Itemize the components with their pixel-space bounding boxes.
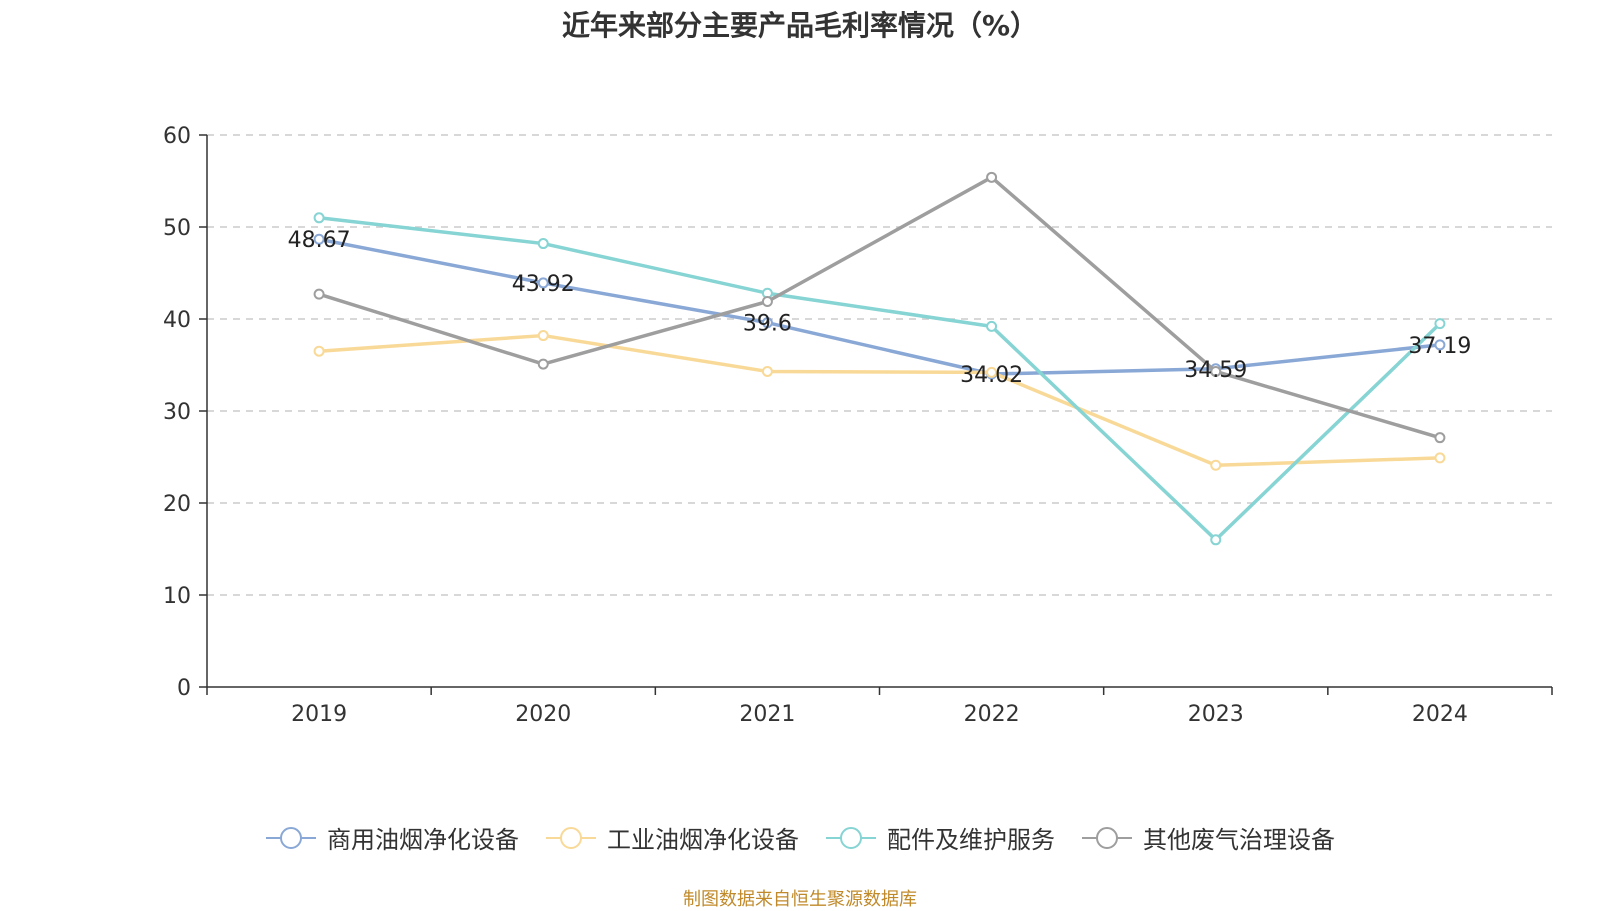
- data-point: [761, 365, 773, 377]
- data-point: [1210, 534, 1222, 546]
- data-point: [1210, 459, 1222, 471]
- chart-title: 近年来部分主要产品毛利率情况（%）: [561, 9, 1039, 42]
- data-point: [1434, 339, 1446, 351]
- y-tick-label: 10: [163, 584, 191, 609]
- x-tick-label: 2021: [739, 702, 795, 727]
- data-point: [761, 317, 773, 329]
- grid-lines: [207, 134, 1552, 596]
- series-line: [318, 216, 1442, 542]
- data-point: [986, 366, 998, 378]
- series-lines: [313, 171, 1446, 546]
- y-tick-label: 0: [177, 676, 191, 701]
- data-label: 37.19: [1408, 334, 1471, 359]
- data-point: [313, 212, 325, 224]
- legend-item[interactable]: 商用油烟净化设备: [265, 820, 519, 855]
- series-line: [318, 333, 1440, 468]
- legend-marker-icon: [1082, 826, 1132, 849]
- legend-marker-icon: [546, 826, 596, 849]
- data-label: 34.02: [960, 363, 1023, 388]
- data-labels: 48.67 43.92 39.6 34.02 34.59 37.19: [288, 228, 1472, 388]
- legend-marker-icon: [826, 826, 876, 849]
- y-tick-label: 30: [163, 400, 191, 425]
- y-tick-label: 50: [163, 216, 191, 241]
- data-point: [313, 233, 325, 245]
- series-line: [318, 175, 1441, 440]
- y-tick-label: 20: [163, 492, 191, 517]
- y-tick-label: 60: [163, 124, 191, 149]
- legend-label: 配件及维护服务: [887, 826, 1055, 854]
- series-line: [318, 237, 1441, 376]
- data-label: 43.92: [512, 272, 575, 297]
- data-label: 48.67: [288, 228, 351, 253]
- legend-item[interactable]: 其他废气治理设备: [1081, 820, 1335, 855]
- axes: 0 10 20 30 40 50 60 2019 2020 2021 2022 2023 2024: [163, 124, 1553, 727]
- legend-item[interactable]: 工业油烟净化设备: [545, 820, 799, 855]
- data-point: [986, 171, 998, 183]
- x-tick-label: 2019: [291, 702, 347, 727]
- data-point: [537, 358, 549, 370]
- x-tick-label: 2022: [964, 702, 1020, 727]
- legend-marker-icon: [266, 826, 316, 849]
- data-point: [1434, 452, 1446, 464]
- data-point: [313, 345, 325, 357]
- source-note: 制图数据来自恒生聚源数据库: [683, 889, 917, 910]
- legend-label: 工业油烟净化设备: [607, 826, 799, 854]
- data-label: 39.6: [743, 312, 792, 337]
- y-tick-label: 40: [163, 308, 191, 333]
- x-tick-label: 2023: [1188, 702, 1244, 727]
- data-point: [537, 330, 549, 342]
- legend-label: 其他废气治理设备: [1143, 826, 1335, 854]
- data-point: [537, 238, 549, 250]
- x-tick-label: 2020: [515, 702, 571, 727]
- x-tick-label: 2024: [1412, 702, 1468, 727]
- data-point: [1210, 365, 1222, 377]
- data-point: [1434, 432, 1446, 444]
- legend: 商用油烟净化设备 工业油烟净化设备 配件及维护服务 其他废气治理设备: [0, 820, 1600, 855]
- data-point: [986, 320, 998, 332]
- data-point: [537, 277, 549, 289]
- legend-item[interactable]: 配件及维护服务: [825, 820, 1055, 855]
- legend-label: 商用油烟净化设备: [327, 826, 519, 854]
- data-point: [1434, 318, 1446, 330]
- data-point: [761, 296, 773, 308]
- data-point: [313, 288, 325, 300]
- data-label: 34.59: [1184, 358, 1247, 383]
